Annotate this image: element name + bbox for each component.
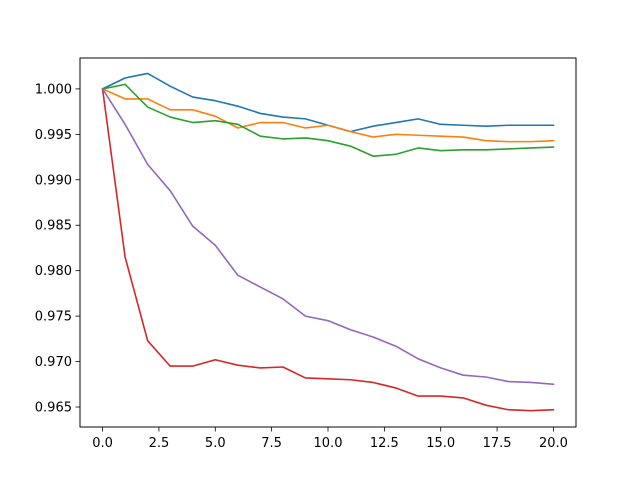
x-tick-label: 10.0: [314, 436, 343, 451]
series-line-2: [101, 87, 555, 143]
y-tick-label: 0.975: [35, 310, 72, 325]
x-tick-label: 20.0: [539, 436, 568, 451]
plot-frame: [79, 57, 577, 428]
x-axis: 0.0 2.5 5.0 7.5 10.0 12.5 15.0 17.5 20.0: [92, 427, 568, 451]
x-tick-label: 2.5: [149, 436, 170, 451]
plot-area: [79, 57, 577, 428]
y-tick-label: 0.980: [35, 264, 72, 279]
x-tick-label: 15.0: [426, 436, 455, 451]
series-line-3: [101, 83, 555, 157]
y-tick-label: 0.995: [35, 128, 72, 143]
y-tick-label: 0.970: [35, 355, 72, 370]
y-axis: 0.965 0.970 0.975 0.980 0.985 0.990 0.995 1.000: [35, 82, 80, 416]
series-layer: [101, 72, 555, 412]
y-tick-label: 0.990: [35, 173, 72, 188]
x-tick-label: 17.5: [483, 436, 512, 451]
x-tick-label: 7.5: [261, 436, 282, 451]
y-tick-label: 0.965: [35, 401, 72, 416]
series-line-4: [101, 88, 555, 412]
x-tick-label: 5.0: [205, 436, 226, 451]
x-tick-label: 0.0: [92, 436, 113, 451]
y-tick-label: 1.000: [35, 82, 72, 97]
series-line-5: [101, 87, 555, 386]
x-tick-label: 12.5: [370, 436, 399, 451]
y-tick-label: 0.985: [35, 219, 72, 234]
